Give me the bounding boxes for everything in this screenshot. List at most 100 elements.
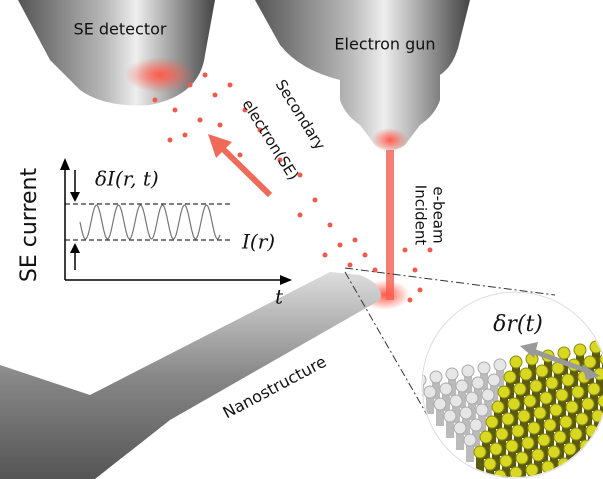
displacement-arrow: [529, 347, 591, 375]
atom-column: [502, 461, 510, 477]
atom-column: [488, 422, 496, 444]
atom-column: [442, 389, 450, 411]
atom-column: [468, 398, 476, 420]
atom: [595, 436, 603, 450]
atom-column: [514, 431, 522, 453]
atom-column: [532, 386, 540, 408]
atom: [501, 412, 515, 426]
atom-column: [462, 413, 470, 435]
atom: [465, 391, 479, 405]
atom: [433, 397, 447, 411]
atom-column: [480, 368, 488, 390]
inset-label: δr(t): [493, 312, 543, 337]
atom-column: [426, 392, 434, 414]
atom-column: [508, 446, 516, 468]
atom-column: [576, 461, 584, 477]
atom-column: [436, 404, 444, 426]
atom-column: [558, 395, 566, 417]
atom-column: [496, 365, 504, 387]
atom: [449, 394, 463, 408]
x-label: t: [275, 285, 284, 309]
nanostructure: [0, 272, 381, 479]
se-detector-label: SE detector: [74, 20, 167, 39]
atom-column: [458, 386, 466, 408]
atoms: [423, 340, 603, 477]
atom: [559, 415, 573, 429]
atom-column: [504, 419, 512, 441]
atom: [445, 367, 459, 381]
se-arrow: [219, 145, 273, 198]
atom: [489, 442, 503, 456]
atom: [533, 406, 547, 420]
atom-column: [578, 419, 586, 441]
atom-column: [570, 365, 578, 387]
atom-column: [518, 458, 526, 477]
atom-column: [546, 425, 554, 447]
atom: [463, 433, 477, 447]
atom-column: [446, 416, 454, 438]
atom-column: [552, 410, 560, 432]
gun-glow: [372, 128, 408, 152]
atom: [547, 445, 561, 459]
atom-column: [476, 452, 484, 474]
se-detector: [18, 0, 215, 106]
atom: [505, 439, 519, 453]
se-plot: δI(r, t) I(r) t SE current: [17, 158, 292, 309]
atom: [423, 385, 437, 399]
atom: [485, 415, 499, 429]
atom: [563, 442, 577, 456]
atom-column: [452, 401, 460, 423]
atom: [557, 346, 571, 360]
atom: [473, 445, 487, 459]
atom: [597, 394, 603, 408]
atom-column: [482, 437, 490, 459]
atom-column: [466, 440, 474, 462]
atom: [509, 355, 523, 369]
incident-label: Incident: [412, 185, 430, 246]
atom: [543, 418, 557, 432]
atom-column: [516, 389, 524, 411]
atom: [571, 385, 585, 399]
atom: [581, 397, 595, 411]
atom-column: [582, 446, 590, 468]
atom-column: [506, 377, 514, 399]
zoom-line: [344, 267, 556, 296]
atom: [575, 412, 589, 426]
incident-label: e-beam: [430, 186, 448, 243]
atom-column: [538, 371, 546, 393]
atom: [521, 436, 535, 450]
atom-column: [456, 428, 464, 450]
electron-gun-label: Electron gun: [334, 35, 435, 54]
atom-column: [562, 422, 570, 444]
atom-column: [530, 428, 538, 450]
atom-column: [544, 356, 552, 378]
atom: [479, 430, 493, 444]
atom-column: [592, 458, 600, 477]
atom-column: [490, 380, 498, 402]
atom: [487, 373, 501, 387]
atom: [561, 373, 575, 387]
atom-column: [500, 392, 508, 414]
atom: [509, 466, 523, 477]
atom-column: [524, 443, 532, 465]
atom-column: [550, 452, 558, 474]
atom: [573, 454, 587, 468]
atom-column: [542, 398, 550, 420]
atom-column: [598, 443, 603, 465]
atom-column: [590, 389, 598, 411]
detector-glow: [125, 57, 195, 93]
atom-column: [510, 404, 518, 426]
atom: [587, 382, 601, 396]
atom: [539, 391, 553, 405]
atom: [491, 400, 505, 414]
atom-column: [448, 374, 456, 396]
atom: [443, 409, 457, 423]
atom-column: [592, 347, 600, 369]
atom: [565, 400, 579, 414]
atom-column: [498, 434, 506, 456]
atom-column: [484, 395, 492, 417]
atom: [483, 457, 497, 471]
atom: [507, 397, 521, 411]
atom-column: [596, 374, 603, 396]
se-signal: [79, 204, 221, 240]
